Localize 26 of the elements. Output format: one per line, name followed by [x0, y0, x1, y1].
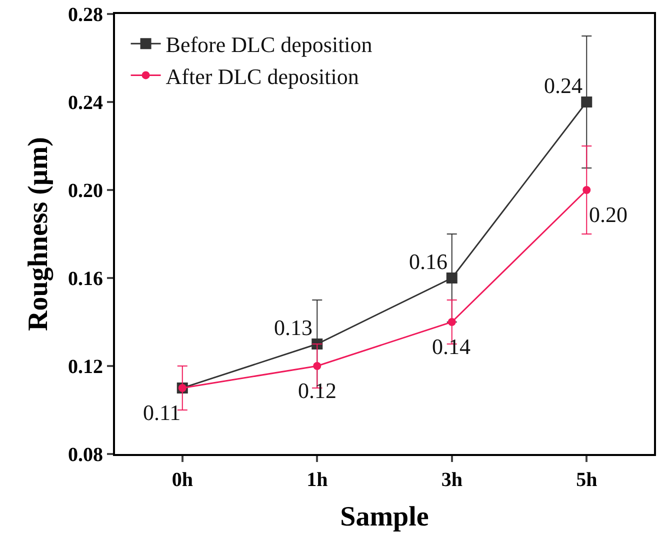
data-label: 0.13 [274, 315, 312, 340]
x-tick-label: 5h [576, 469, 598, 491]
data-label: 0.24 [544, 73, 582, 98]
y-tick-label: 0.08 [68, 444, 103, 466]
data-label: 0.14 [432, 334, 470, 359]
point [446, 272, 458, 284]
data-label: 0.12 [298, 378, 336, 403]
y-axis-title: Roughness (μm) [23, 136, 54, 332]
x-tick-label: 1h [306, 469, 328, 491]
legend-label: After DLC deposition [166, 64, 359, 89]
data-label: 0.16 [409, 249, 448, 274]
y-tick-label: 0.20 [68, 180, 103, 202]
x-tick-label: 0h [172, 469, 193, 491]
point [313, 362, 322, 370]
y-tick-label: 0.24 [68, 92, 103, 114]
y-tick-label: 0.16 [68, 268, 103, 290]
y-tick-label: 0.28 [68, 4, 103, 26]
data-label: 0.20 [589, 202, 628, 227]
legend-label: Before DLC deposition [166, 32, 372, 58]
x-axis-title: Sample [340, 502, 429, 533]
point [448, 318, 456, 326]
point [581, 96, 592, 108]
x-tick-label: 3h [441, 469, 462, 491]
data-label: 0.11 [143, 400, 181, 425]
point [582, 186, 591, 194]
y-tick-label: 0.12 [68, 356, 103, 378]
